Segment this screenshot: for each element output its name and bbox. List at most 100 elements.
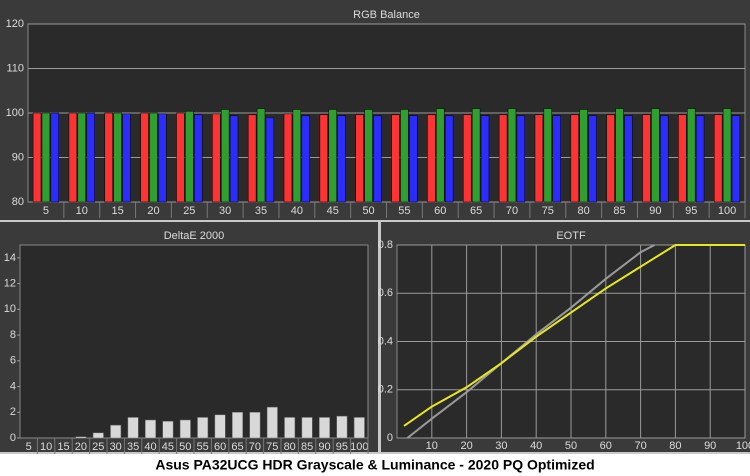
bar — [113, 112, 122, 203]
bar — [283, 113, 293, 203]
bar — [212, 113, 221, 203]
bar — [552, 115, 561, 203]
bar — [373, 115, 382, 203]
x-tick-label: 60 — [600, 440, 612, 452]
bar — [185, 110, 194, 203]
x-tick-label: 35 — [255, 205, 267, 217]
bar — [364, 109, 373, 203]
x-tick-label: 50 — [565, 440, 577, 452]
x-tick-label: 70 — [506, 205, 518, 217]
bar — [516, 115, 526, 203]
x-tick-label: 70 — [634, 440, 646, 452]
bar — [355, 114, 364, 203]
y-tick-label: 12 — [4, 278, 16, 290]
y-tick-label: 6 — [10, 355, 16, 367]
y-tick-label: 120 — [6, 18, 24, 30]
x-tick-label: 5 — [43, 205, 49, 217]
bar — [463, 114, 472, 203]
bar — [471, 108, 481, 203]
y-tick-label: 100 — [6, 107, 24, 119]
x-tick-label: 60 — [214, 441, 226, 453]
chart-title: RGB Balance — [353, 9, 420, 21]
bar — [731, 115, 741, 203]
bar — [104, 112, 113, 203]
x-tick-label: 80 — [669, 440, 681, 452]
caption-bg — [0, 454, 750, 476]
x-tick-label: 55 — [197, 441, 209, 453]
plot-area — [19, 244, 369, 439]
bar — [92, 432, 104, 439]
x-tick-label: 25 — [92, 441, 104, 453]
x-tick-label: 75 — [542, 205, 554, 217]
x-tick-label: 20 — [75, 441, 87, 453]
bar — [337, 115, 346, 203]
x-tick-label: 30 — [219, 205, 231, 217]
bar — [220, 109, 230, 203]
bar — [179, 419, 191, 439]
bar — [162, 421, 174, 439]
bar — [301, 115, 310, 203]
bar — [642, 114, 651, 203]
bar — [507, 108, 517, 203]
bar — [687, 108, 696, 203]
bar — [176, 112, 185, 203]
x-tick-label: 40 — [144, 441, 156, 453]
bar — [41, 112, 51, 203]
bar — [427, 114, 436, 203]
bar — [319, 114, 329, 203]
y-tick-label: 90 — [12, 151, 24, 163]
chart-title: EOTF — [556, 230, 586, 242]
y-tick-label: 0 — [387, 432, 393, 444]
bar — [444, 115, 454, 203]
bar — [624, 115, 633, 203]
bar — [214, 414, 226, 439]
bar — [194, 114, 203, 203]
bar — [158, 113, 167, 203]
y-tick-label: 14 — [4, 252, 16, 264]
bar — [713, 114, 723, 203]
line — [406, 244, 655, 439]
y-tick-label: 110 — [6, 62, 24, 74]
y-tick-label: 0.4 — [378, 335, 393, 347]
bar — [615, 108, 624, 203]
caption: Asus PA32UCG HDR Grayscale & Luminance -… — [155, 457, 594, 473]
x-tick-label: 30 — [110, 441, 122, 453]
bar — [651, 108, 660, 203]
x-tick-label: 10 — [40, 441, 52, 453]
x-tick-label: 85 — [613, 205, 625, 217]
x-tick-label: 90 — [649, 205, 661, 217]
y-tick-label: 4 — [10, 380, 16, 392]
bar — [570, 114, 579, 203]
x-tick-label: 65 — [470, 205, 482, 217]
bar — [660, 115, 669, 203]
bar — [229, 115, 239, 203]
bar — [328, 109, 337, 203]
x-tick-label: 100 — [736, 440, 750, 452]
x-tick-label: 50 — [179, 441, 191, 453]
x-tick-label: 90 — [704, 440, 716, 452]
y-tick-label: 10 — [4, 303, 16, 315]
bar — [127, 417, 139, 439]
x-tick-label: 95 — [685, 205, 697, 217]
bar — [50, 112, 60, 203]
bar — [247, 114, 257, 203]
bar — [256, 108, 266, 203]
bar — [498, 114, 508, 203]
x-tick-label: 100 — [350, 441, 368, 453]
x-tick-label: 85 — [301, 441, 313, 453]
bar — [400, 109, 409, 203]
y-tick-label: 2 — [10, 406, 16, 418]
bar — [86, 112, 95, 203]
bar — [140, 112, 149, 203]
x-tick-label: 60 — [434, 205, 446, 217]
x-tick-label: 95 — [336, 441, 348, 453]
x-tick-label: 50 — [362, 205, 374, 217]
bar — [391, 114, 400, 203]
bar — [232, 412, 243, 439]
x-tick-label: 20 — [147, 205, 159, 217]
y-tick-label: 80 — [12, 196, 24, 208]
x-tick-label: 25 — [183, 205, 195, 217]
bar — [436, 108, 445, 203]
line — [403, 244, 745, 427]
bar — [579, 109, 588, 203]
